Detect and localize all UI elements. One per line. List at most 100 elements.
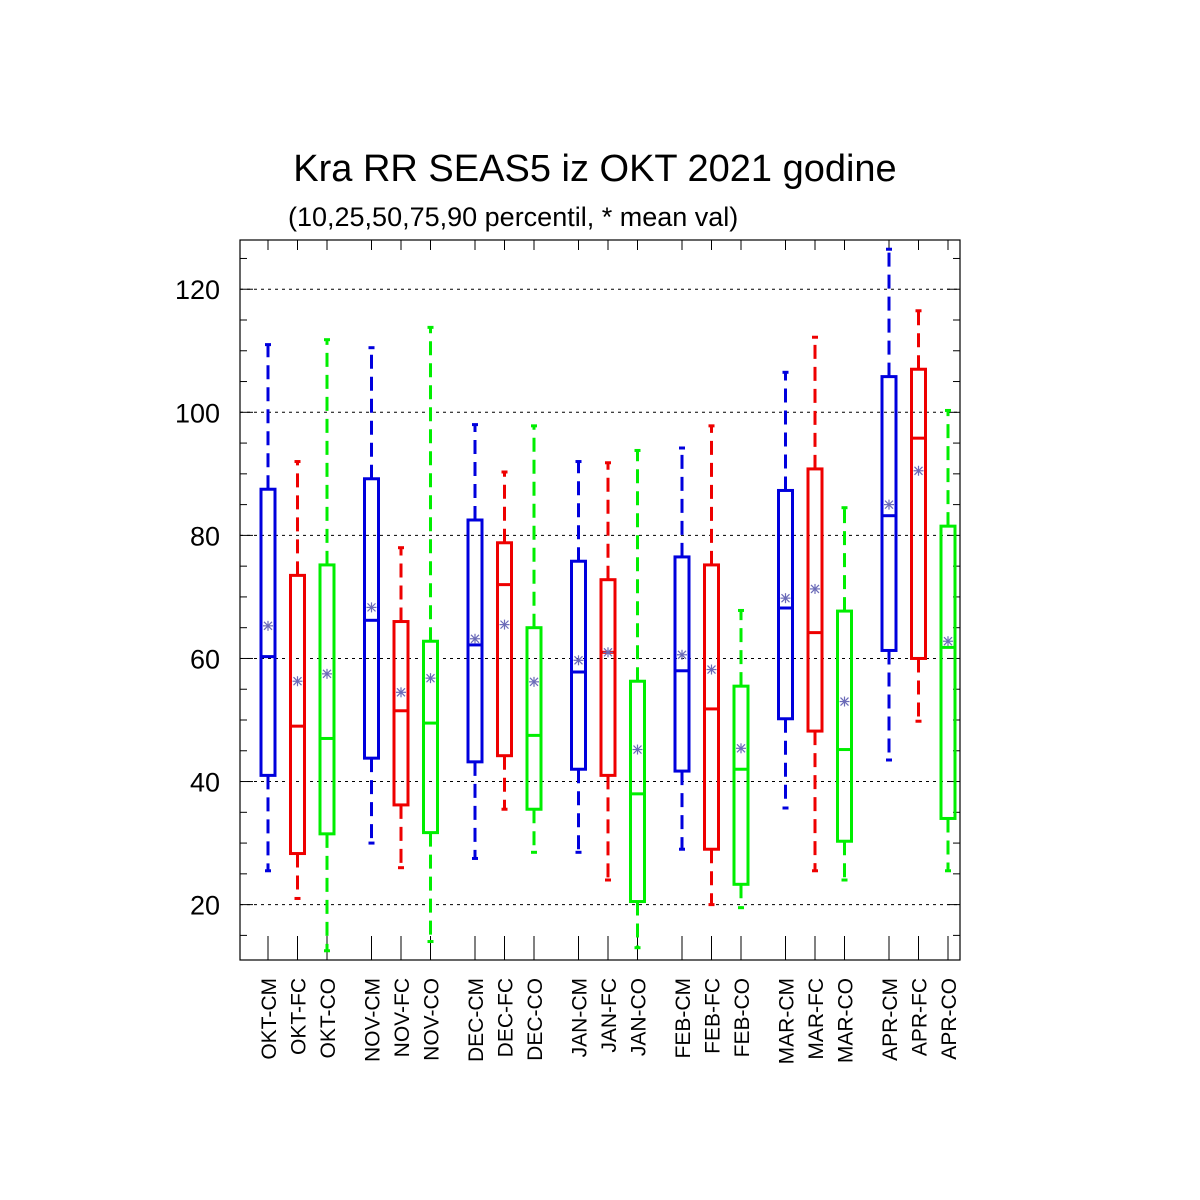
- x-tick-label: OKT-CO: [317, 978, 340, 1059]
- mean-marker: [603, 647, 613, 658]
- mean-marker: [943, 636, 953, 647]
- iqr-box: [363, 477, 380, 760]
- iqr-box: [806, 467, 824, 733]
- mean-marker-stroke: [470, 634, 480, 644]
- x-tick-label: MAR-FC: [805, 978, 828, 1060]
- mean-marker-stroke: [884, 500, 894, 510]
- boxes: [259, 247, 957, 953]
- box-jan-fc: [599, 461, 617, 882]
- box-mar-co: [836, 506, 853, 882]
- chart-title: Kra RR SEAS5 iz OKT 2021 godine: [293, 148, 897, 190]
- box-jan-cm: [570, 460, 587, 854]
- box-feb-co: [732, 608, 750, 910]
- mean-marker-stroke: [781, 593, 790, 603]
- iqr-box: [392, 620, 410, 807]
- mean-marker-stroke: [633, 745, 642, 754]
- mean-marker: [839, 696, 850, 707]
- iqr-box: [318, 563, 336, 836]
- x-tick-label: OKT-FC: [288, 978, 311, 1055]
- x-tick-label: DEC-FC: [495, 978, 518, 1057]
- x-tick-label: DEC-CO: [524, 978, 547, 1061]
- x-tick-label: APR-FC: [909, 978, 932, 1056]
- iqr-box: [629, 679, 646, 904]
- mean-marker: [529, 676, 539, 687]
- mean-marker-stroke: [500, 620, 509, 630]
- mean-marker-stroke: [426, 673, 435, 683]
- mean-marker-stroke: [322, 669, 332, 679]
- y-tick-label: 60: [190, 644, 220, 674]
- mean-marker: [366, 602, 377, 613]
- box-mar-cm: [777, 370, 794, 810]
- mean-marker-stroke: [367, 602, 376, 612]
- mean-marker: [810, 583, 820, 594]
- box-feb-fc: [703, 424, 720, 907]
- iqr-box: [732, 684, 750, 886]
- mean-marker-stroke: [736, 743, 746, 753]
- iqr-box: [703, 563, 720, 851]
- chart-subtitle: (10,25,50,75,90 percentil, * mean val): [288, 202, 739, 232]
- mean-marker: [884, 499, 894, 510]
- mean-marker-stroke: [943, 636, 953, 646]
- x-tick-label: FEB-CM: [672, 978, 695, 1059]
- x-tick-label: JAN-CO: [628, 978, 651, 1056]
- iqr-box: [466, 518, 484, 764]
- box-nov-co: [422, 325, 439, 944]
- iqr-box: [939, 524, 957, 820]
- iqr-box: [599, 578, 617, 777]
- y-tick-label: 20: [190, 891, 220, 921]
- mean-marker: [322, 668, 332, 679]
- box-jan-co: [629, 448, 646, 950]
- plot-frame: [239, 239, 961, 961]
- mean-marker: [292, 676, 303, 687]
- x-tick-label: MAR-CM: [776, 978, 799, 1064]
- iqr-box: [570, 559, 587, 771]
- box-apr-fc: [910, 309, 927, 723]
- box-dec-fc: [496, 470, 513, 811]
- x-tick-label: NOV-CO: [421, 978, 444, 1061]
- mean-marker-stroke: [677, 650, 687, 660]
- mean-marker-stroke: [840, 697, 849, 706]
- mean-marker-stroke: [810, 584, 820, 594]
- box-feb-cm: [673, 446, 691, 851]
- x-tick-label: JAN-FC: [598, 978, 621, 1053]
- box-mar-fc: [806, 335, 824, 873]
- mean-marker: [499, 619, 510, 630]
- mean-marker: [706, 664, 717, 675]
- box-okt-co: [318, 338, 336, 953]
- mean-marker: [736, 743, 746, 754]
- mean-marker-stroke: [707, 665, 716, 674]
- box-okt-fc: [289, 460, 306, 900]
- x-tick-label: NOV-CM: [362, 978, 385, 1062]
- iqr-box: [259, 487, 277, 777]
- box-nov-fc: [392, 546, 410, 870]
- iqr-box: [880, 375, 898, 652]
- iqr-box: [496, 541, 513, 758]
- iqr-box: [422, 639, 439, 835]
- x-tick-label: NOV-FC: [391, 978, 414, 1057]
- box-okt-cm: [259, 343, 277, 873]
- y-tick-label: 120: [175, 275, 220, 305]
- y-tick-label: 100: [175, 398, 220, 428]
- mean-marker-stroke: [574, 655, 583, 665]
- x-tick-label: FEB-CO: [731, 978, 754, 1057]
- mean-marker: [677, 649, 687, 660]
- mean-marker-stroke: [396, 687, 406, 697]
- mean-marker-stroke: [263, 621, 273, 631]
- mean-marker: [632, 744, 643, 755]
- x-tick-label: DEC-CM: [465, 978, 488, 1062]
- x-tick-label: MAR-CO: [835, 978, 858, 1063]
- box-dec-co: [525, 424, 543, 854]
- box-dec-cm: [466, 423, 484, 860]
- x-tick-label: APR-CM: [879, 978, 902, 1061]
- mean-marker-stroke: [529, 677, 539, 687]
- mean-marker-stroke: [293, 676, 302, 686]
- mean-marker: [913, 465, 924, 476]
- tick-labels: 20 40 60 80 100 120 OKT-CM OKT-FC OKT-CO NOV-CM NO…: [175, 275, 961, 1064]
- iqr-box: [525, 626, 543, 811]
- mean-marker-stroke: [914, 466, 923, 476]
- mean-marker-stroke: [603, 647, 613, 657]
- iqr-box: [836, 609, 853, 843]
- x-tick-label: OKT-CM: [258, 978, 281, 1060]
- iqr-box: [289, 573, 306, 856]
